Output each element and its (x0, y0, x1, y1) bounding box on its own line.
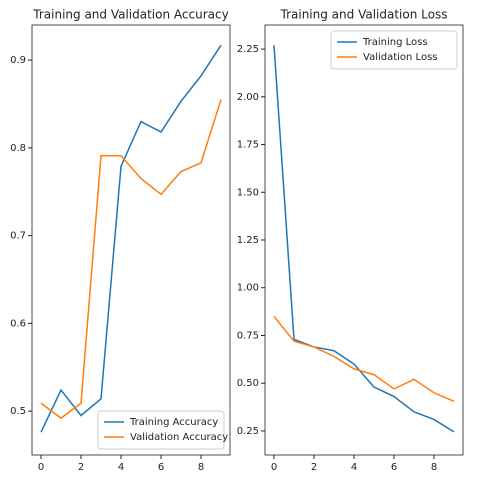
y-tick-label: 0.5 (10, 406, 26, 417)
y-tick-label: 0.8 (10, 143, 26, 154)
y-tick-label: 0.50 (237, 378, 259, 389)
y-tick-label: 1.50 (237, 187, 259, 198)
series-line (273, 315, 455, 403)
x-tick-label: 0 (38, 462, 44, 473)
x-tick-label: 2 (311, 462, 317, 473)
x-tick-label: 6 (158, 462, 164, 473)
y-tick-label: 1.00 (237, 283, 259, 294)
axes-frame (31, 24, 231, 456)
x-tick-label: 0 (271, 462, 277, 473)
y-tick-label: 0.7 (10, 231, 26, 242)
series-line (40, 44, 222, 433)
y-tick-label: 1.25 (237, 235, 259, 246)
x-tick-label: 8 (198, 462, 204, 473)
legend-box (97, 410, 225, 450)
x-tick-label: 8 (431, 462, 437, 473)
x-tick-label: 4 (118, 462, 124, 473)
chart-title: Training and Validation Accuracy (32, 8, 228, 22)
y-tick-label: 0.6 (10, 318, 26, 329)
y-tick-label: 1.75 (237, 140, 259, 151)
x-tick-label: 6 (391, 462, 397, 473)
legend-box (330, 30, 458, 70)
x-tick-label: 4 (351, 462, 357, 473)
chart-title: Training and Validation Loss (280, 8, 448, 22)
legend-label: Training Loss (362, 37, 428, 48)
axes-frame (264, 24, 464, 456)
y-tick-label: 0.75 (237, 330, 259, 341)
series-line (40, 99, 222, 420)
series-line (273, 45, 455, 433)
y-tick-label: 2.25 (237, 44, 259, 55)
legend-label: Validation Loss (363, 52, 438, 63)
x-tick-label: 2 (78, 462, 84, 473)
legend-label: Training Accuracy (129, 417, 218, 428)
legend-label: Validation Accuracy (130, 432, 228, 443)
y-tick-label: 2.00 (237, 92, 259, 103)
y-tick-label: 0.25 (237, 426, 259, 437)
y-tick-label: 0.9 (10, 55, 26, 66)
